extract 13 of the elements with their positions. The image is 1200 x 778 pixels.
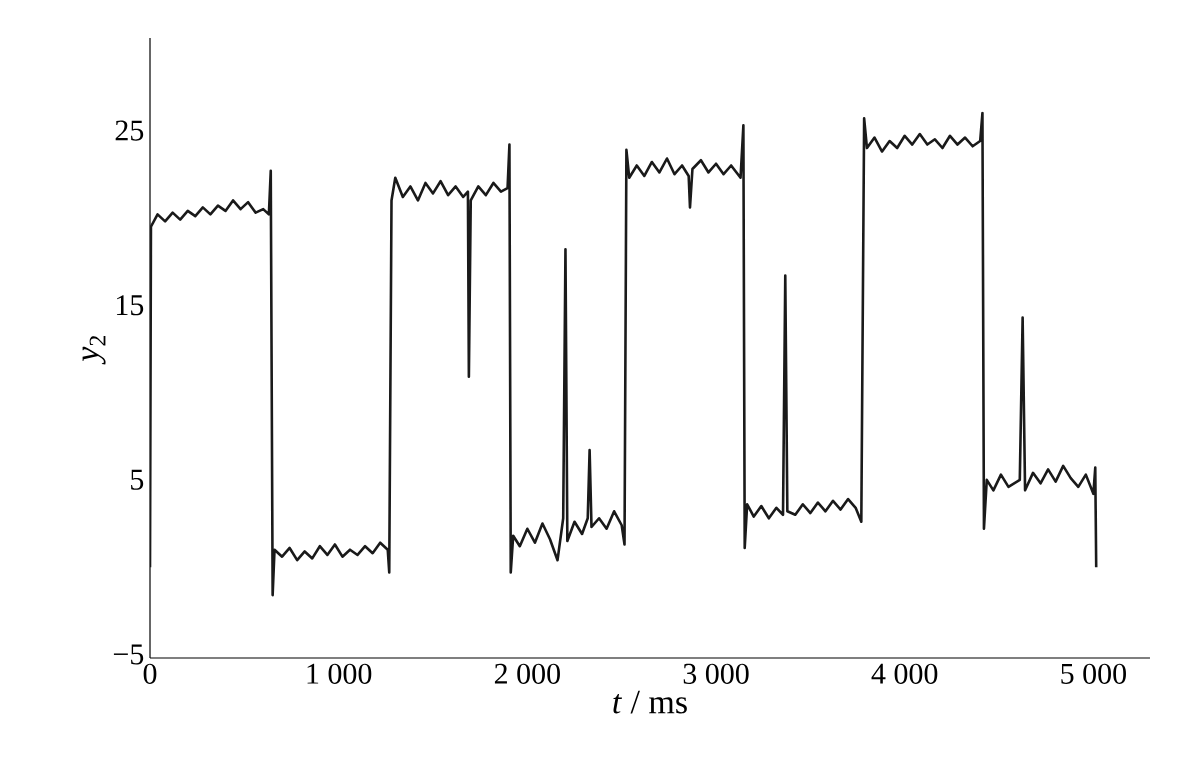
- y-tick-label: 5: [131, 469, 144, 490]
- x-tick-label: 5 000: [1061, 663, 1126, 684]
- x-axis-title: t / ms: [613, 690, 687, 714]
- line-series: [150, 111, 1098, 597]
- y-axis-title: y$_{2}$: [82, 336, 106, 365]
- y-tick-label: 15: [116, 295, 144, 316]
- y-tick-label: 25: [115, 120, 144, 141]
- x-tick-label: 1 000: [307, 663, 372, 684]
- x-tick-label: 2 000: [494, 663, 560, 684]
- x-tick-label: 3 000: [683, 663, 749, 684]
- x-tick-label: 4 000: [871, 663, 938, 684]
- y-tick-label: −5: [113, 644, 144, 665]
- x-tick-label: 0: [143, 663, 157, 684]
